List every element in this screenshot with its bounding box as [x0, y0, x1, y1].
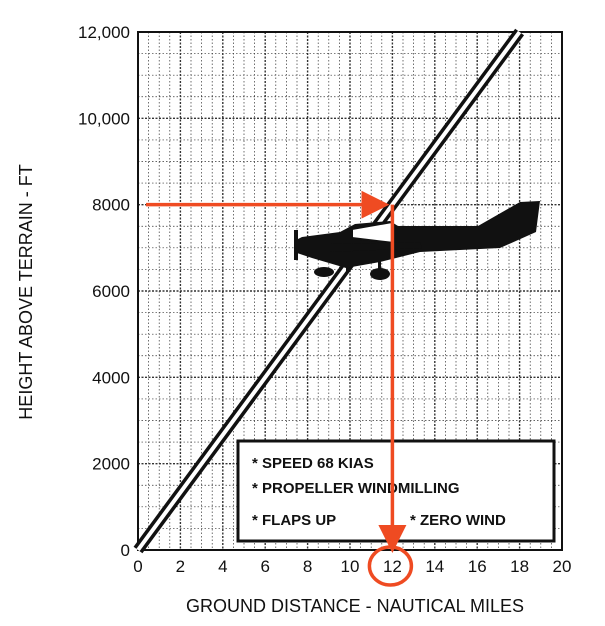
note-propeller: * PROPELLER WINDMILLING — [252, 480, 460, 497]
y-tick-label: 10,000 — [78, 109, 130, 128]
x-tick-label: 16 — [468, 557, 487, 576]
y-tick-label: 12,000 — [78, 23, 130, 42]
x-tick-label: 6 — [260, 557, 269, 576]
answer-circle — [367, 545, 414, 587]
x-axis-title: GROUND DISTANCE - NAUTICAL MILES — [186, 596, 524, 616]
x-tick-label: 0 — [133, 557, 142, 576]
y-tick-label: 6000 — [92, 282, 130, 301]
y-tick-label: 8000 — [92, 196, 130, 215]
note-wind: * ZERO WIND — [410, 512, 506, 529]
glide-ratio-line — [133, 28, 525, 554]
y-axis-title: HEIGHT ABOVE TERRAIN - FT — [16, 164, 36, 419]
x-tick-label: 4 — [218, 557, 227, 576]
x-tick-label: 20 — [553, 557, 572, 576]
y-tick-label: 2000 — [92, 455, 130, 474]
y-axis-ticks: 0 2000 4000 6000 8000 10,000 12,000 — [78, 23, 130, 560]
x-tick-label: 10 — [341, 557, 360, 576]
x-tick-label: 2 — [176, 557, 185, 576]
conditions-box: * SPEED 68 KIAS * PROPELLER WINDMILLING … — [236, 439, 556, 543]
x-tick-label: 8 — [303, 557, 312, 576]
x-tick-label: 14 — [425, 557, 444, 576]
y-tick-label: 0 — [121, 541, 130, 560]
x-axis-ticks: 0 2 4 6 8 10 12 14 16 18 20 — [133, 557, 571, 576]
x-tick-label: 12 — [383, 557, 402, 576]
plot-frame — [137, 31, 563, 551]
note-speed: * SPEED 68 KIAS — [252, 455, 374, 472]
y-tick-label: 4000 — [92, 368, 130, 387]
airplane-silhouette-icon — [294, 201, 540, 280]
reading-annotation — [146, 190, 414, 587]
note-flaps: * FLAPS UP — [252, 512, 336, 529]
x-tick-label: 18 — [510, 557, 529, 576]
glide-line-inner — [136, 30, 522, 552]
